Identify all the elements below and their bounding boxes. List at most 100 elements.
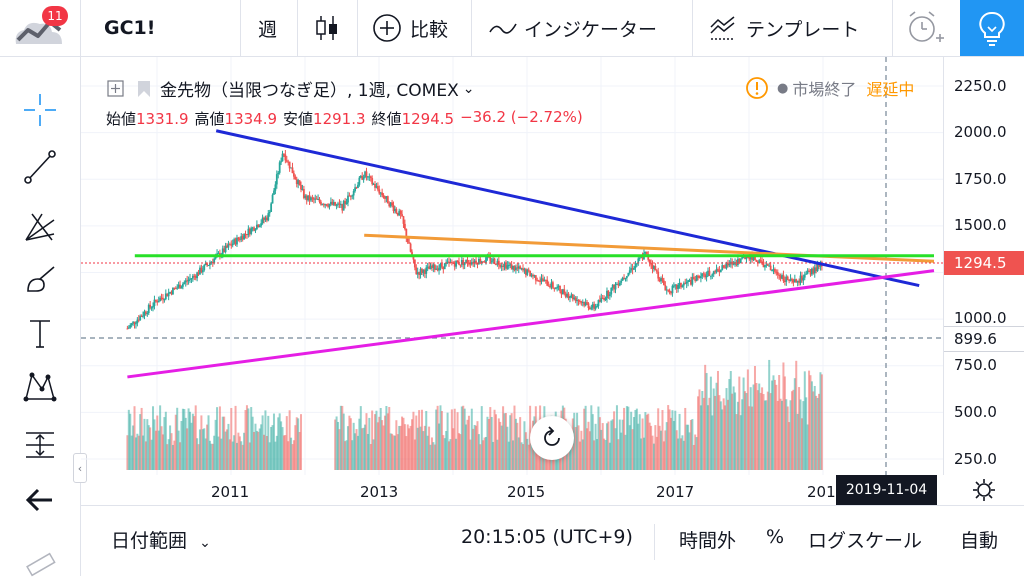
- candle-body: [233, 239, 236, 244]
- candle-body: [604, 298, 607, 301]
- volume-bar: [163, 417, 166, 470]
- volume-bar: [745, 393, 748, 470]
- volume-bar: [512, 440, 515, 470]
- candle-body: [214, 255, 217, 259]
- ruler-tool[interactable]: [16, 543, 64, 587]
- candle-body: [438, 267, 440, 271]
- volume-bar: [806, 424, 809, 470]
- candle-body: [149, 304, 152, 308]
- flag-icon[interactable]: [134, 79, 154, 99]
- crosshair-tool[interactable]: [16, 88, 64, 132]
- candle-body: [460, 260, 463, 265]
- chart-style-button[interactable]: [312, 0, 342, 56]
- volume-bar: [376, 422, 379, 470]
- interval-selector[interactable]: 週: [258, 18, 278, 41]
- trendline-tool[interactable]: [16, 145, 64, 189]
- candle-body: [569, 297, 571, 299]
- series-legend[interactable]: 金先物（当限つなぎ足）, 1週, COMEX ⌄: [106, 76, 474, 101]
- candle-body: [257, 224, 260, 227]
- text-tool[interactable]: [16, 311, 64, 355]
- collapse-legend-icon[interactable]: [106, 79, 126, 99]
- volume-bar: [573, 412, 576, 470]
- log-scale-toggle[interactable]: ログスケール: [808, 530, 923, 552]
- measure-tool[interactable]: [16, 423, 64, 467]
- volume-bar: [522, 444, 525, 470]
- percent-toggle[interactable]: %: [766, 526, 785, 548]
- clock-time[interactable]: 20:15:05 (UTC+9): [461, 526, 633, 548]
- candle-body: [468, 263, 470, 265]
- candle-body: [324, 204, 327, 206]
- volume-bar: [368, 417, 371, 470]
- volume-bar: [492, 441, 495, 470]
- candle-body: [465, 259, 467, 263]
- candle-body: [544, 279, 547, 281]
- candle-body: [127, 327, 130, 329]
- volume-bar: [671, 410, 674, 470]
- volume-bar: [181, 408, 184, 470]
- candle-body: [665, 289, 668, 291]
- session-toggle[interactable]: 時間外: [679, 530, 737, 552]
- indicators-button[interactable]: インジケーター: [488, 0, 657, 56]
- templates-button[interactable]: テンプレート: [708, 0, 859, 56]
- candle-body: [561, 289, 564, 295]
- collapse-toolbar-handle[interactable]: ‹: [73, 453, 87, 483]
- pattern-tool[interactable]: [16, 365, 64, 409]
- candle-body: [391, 202, 393, 206]
- market-status[interactable]: ● 市場終了 遅延中: [745, 76, 914, 100]
- candle-body: [337, 203, 339, 205]
- candle-body: [519, 266, 522, 269]
- candle-body: [281, 153, 284, 162]
- volume-bar: [430, 437, 433, 470]
- candle-body: [162, 297, 164, 300]
- ideas-button[interactable]: [960, 0, 1024, 56]
- candle-body: [617, 283, 620, 286]
- alert-button[interactable]: [904, 0, 944, 56]
- price-axis[interactable]: 2250.0 2000.0 1750.0 1500.0 1000.0 750.0…: [943, 57, 1024, 475]
- candle-body: [429, 265, 432, 270]
- back-button[interactable]: [16, 478, 64, 522]
- candle-body: [284, 154, 287, 161]
- volume-bar: [707, 405, 710, 470]
- candle-body: [520, 268, 523, 270]
- volume-bar: [752, 384, 755, 470]
- volume-bar: [204, 438, 207, 470]
- volume-bar: [527, 444, 530, 470]
- arrow-left-icon: [25, 488, 52, 512]
- candle-body: [614, 284, 617, 290]
- candle-body: [234, 239, 237, 245]
- date-range-button[interactable]: 日付範囲 ⌄: [111, 526, 211, 553]
- volume-bar: [374, 414, 377, 470]
- candle-body: [435, 268, 438, 270]
- candle-body: [718, 270, 721, 273]
- app-logo[interactable]: 11: [0, 0, 80, 56]
- volume-bar: [617, 439, 620, 470]
- volume-bar: [366, 433, 369, 470]
- volume-bar: [339, 405, 342, 470]
- candle-body: [782, 275, 785, 281]
- brush-tool[interactable]: [16, 257, 64, 301]
- candle-body: [542, 278, 544, 282]
- candle-body: [224, 245, 227, 253]
- volume-bar: [704, 364, 707, 470]
- symbol-search[interactable]: GC1!: [104, 17, 156, 39]
- volume-bar: [150, 439, 153, 470]
- candle-body: [698, 276, 701, 279]
- volume-bar: [472, 428, 475, 470]
- candle-body: [593, 304, 596, 309]
- compare-button[interactable]: 比較: [372, 0, 448, 56]
- volume-bar: [348, 415, 351, 470]
- auto-scale-toggle[interactable]: 自動: [960, 530, 999, 552]
- volume-bar: [496, 439, 499, 470]
- time-axis[interactable]: 2011 2013 2015 2017 201: [81, 475, 943, 504]
- candle-body: [347, 195, 349, 203]
- candle-body: [418, 272, 421, 275]
- candle-body: [684, 283, 687, 285]
- candle-body: [203, 264, 206, 271]
- chart-settings-button[interactable]: [943, 475, 1024, 505]
- gann-fib-tool[interactable]: [16, 204, 64, 248]
- reset-chart-button[interactable]: [530, 416, 574, 460]
- chevron-down-icon[interactable]: ⌄: [462, 80, 475, 97]
- candle-body: [274, 184, 277, 191]
- candle-body: [342, 201, 345, 211]
- candle-body: [278, 162, 281, 173]
